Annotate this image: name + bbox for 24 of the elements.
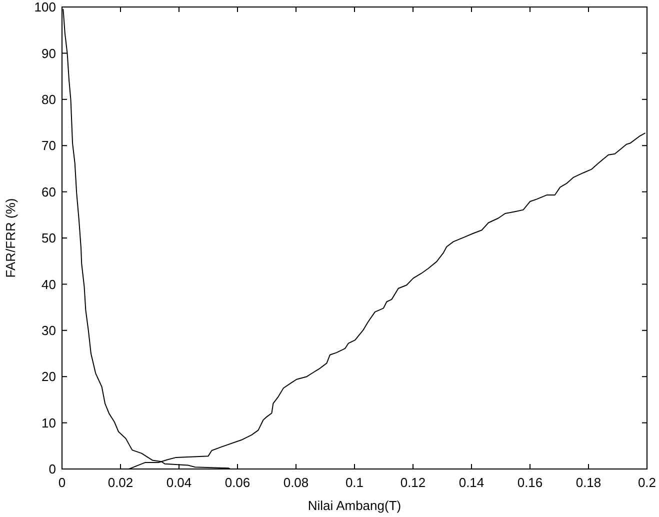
x-tick-label: 0.18: [576, 475, 602, 490]
y-tick-label: 20: [42, 369, 56, 384]
x-tick-label: 0.1: [345, 475, 364, 490]
y-tick-label: 0: [48, 462, 56, 477]
y-tick-label: 90: [42, 46, 56, 61]
x-tick-label: 0: [58, 475, 66, 490]
y-axis-title: FAR/FRR (%): [3, 198, 18, 278]
x-tick-label: 0.02: [108, 475, 134, 490]
x-tick-label: 0.14: [458, 475, 484, 490]
y-tick-label: 100: [34, 0, 56, 15]
y-tick-label: 60: [42, 184, 56, 200]
y-tick-label: 50: [42, 230, 56, 246]
y-tick-label: 70: [42, 138, 56, 154]
x-tick-label: 0.04: [166, 475, 192, 490]
x-tick-label: 0.16: [517, 475, 543, 490]
x-tick-label: 0.06: [224, 475, 250, 490]
x-tick-label: 0.12: [400, 475, 426, 490]
y-tick-label: 80: [42, 92, 56, 107]
y-tick-label: 40: [42, 276, 56, 292]
x-axis-title: Nilai Ambang(T): [308, 498, 402, 513]
y-tick-label: 10: [42, 415, 56, 430]
y-tick-label: 30: [42, 322, 56, 338]
x-tick-label: 0.08: [283, 475, 309, 490]
x-tick-label: 0.2: [638, 475, 656, 490]
